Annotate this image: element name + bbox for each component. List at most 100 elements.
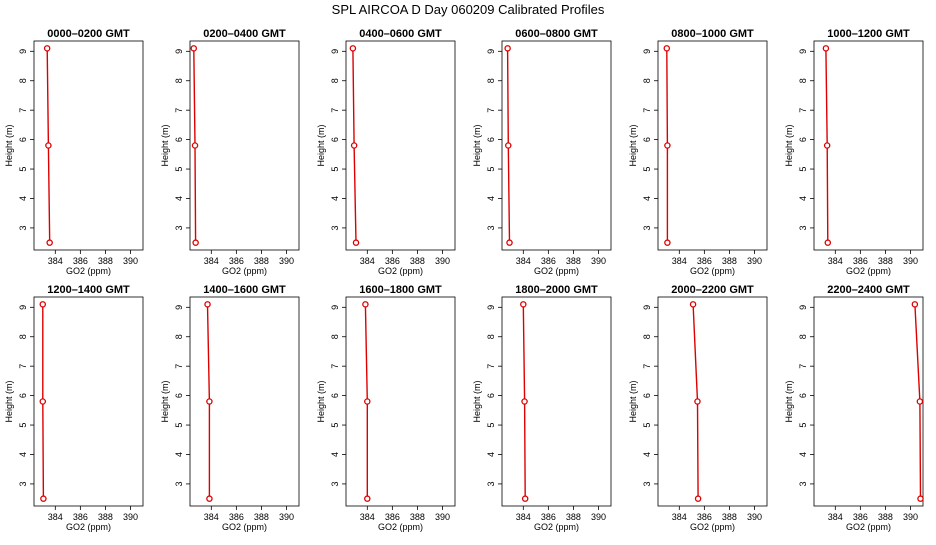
y-tick-label: 6 [18,393,28,398]
data-point [39,398,47,405]
y-tick-label: 8 [330,78,340,83]
x-tick-label: 384 [828,512,843,522]
y-tick-label: 3 [642,225,652,230]
x-axis-label: GO2 (ppm) [846,266,891,276]
y-tick-label: 6 [486,393,496,398]
x-tick-label: 390 [435,256,450,266]
x-tick-label: 384 [672,256,687,266]
x-tick-label: 384 [204,256,219,266]
plot-frame [657,40,768,251]
y-tick-label: 4 [798,452,808,457]
y-tick-label: 3 [798,225,808,230]
profile-panel: 0800–1000 GMT 384 386 388 390 3 4 5 6 7 8 9 GO2 (ppm… [628,28,768,276]
x-tick-label: 388 [410,512,425,522]
data-point [349,45,357,52]
y-tick-label: 6 [486,137,496,142]
data-point [504,45,511,52]
y-tick-label: 5 [642,167,652,172]
y-tick-label: 8 [642,334,652,339]
x-tick-label: 390 [747,512,762,522]
data-point [39,301,47,308]
y-axis-label: Height (m) [316,124,326,166]
y-axis-label: Height (m) [4,124,14,166]
plot-frame [33,40,144,251]
y-tick-label: 7 [798,108,808,113]
x-tick-label: 384 [204,512,219,522]
y-axis-label: Height (m) [160,124,170,166]
data-point [364,398,371,405]
y-tick-label: 6 [174,137,184,142]
y-tick-label: 5 [18,167,28,172]
data-point [689,301,697,308]
y-tick-label: 4 [642,452,652,457]
x-tick-label: 386 [541,256,556,266]
profile-panel: 1000–1200 GMT 384 386 388 390 3 4 5 6 7 8 9 GO2 (ppm… [784,28,924,276]
y-axis-label: Height (m) [784,124,794,166]
profile-panel: 1200–1400 GMT 384 386 388 390 3 4 5 6 7 8 9 GO2 (ppm… [4,284,144,532]
panel-title: 1400–1600 GMT [203,284,286,296]
y-tick-label: 3 [174,481,184,486]
profile-panel: 0000–0200 GMT 384 386 388 390 3 4 5 6 7 8 9 GO2 (ppm… [4,28,144,276]
y-tick-label: 7 [642,108,652,113]
y-tick-label: 5 [642,423,652,428]
x-tick-label: 390 [123,256,138,266]
plot-frame [189,40,300,251]
x-tick-label: 386 [229,256,244,266]
y-tick-label: 4 [18,452,28,457]
plot-frame [501,40,612,251]
data-point [664,239,671,246]
x-tick-label: 388 [722,256,737,266]
data-point [204,301,211,308]
x-axis-label: GO2 (ppm) [378,522,423,532]
x-axis-label: GO2 (ppm) [222,266,267,276]
y-tick-label: 9 [642,49,652,54]
x-tick-label: 390 [591,512,606,522]
y-tick-label: 5 [174,423,184,428]
y-tick-label: 6 [642,137,652,142]
x-tick-label: 388 [98,512,113,522]
plot-frame [657,296,768,507]
data-point [663,45,671,52]
y-tick-label: 7 [642,364,652,369]
plot-frame [345,296,456,507]
x-tick-label: 390 [747,256,762,266]
data-point [40,495,47,502]
x-tick-label: 390 [279,512,294,522]
y-tick-label: 8 [798,334,808,339]
x-axis-label: GO2 (ppm) [222,522,267,532]
x-tick-label: 386 [73,512,88,522]
y-tick-label: 4 [486,196,496,201]
y-tick-label: 8 [18,334,28,339]
data-point [911,301,919,308]
plot-frame [33,296,144,507]
plot-frame [501,296,612,507]
x-tick-label: 386 [853,512,868,522]
y-tick-label: 9 [18,49,28,54]
x-tick-label: 384 [360,512,375,522]
x-tick-label: 386 [385,512,400,522]
y-tick-label: 7 [330,108,340,113]
y-tick-label: 7 [486,364,496,369]
x-tick-label: 388 [878,256,893,266]
x-tick-label: 384 [672,512,687,522]
data-point [46,239,53,246]
y-tick-label: 7 [486,108,496,113]
profile-panel: 0200–0400 GMT 384 386 388 390 3 4 5 6 7 8 9 GO2 (ppm… [160,28,300,276]
y-axis-label: Height (m) [160,380,170,422]
x-axis-label: GO2 (ppm) [534,266,579,276]
y-axis-label: Height (m) [472,124,482,166]
data-point [364,495,371,502]
y-tick-label: 9 [486,49,496,54]
y-tick-label: 5 [486,423,496,428]
y-tick-label: 7 [18,108,28,113]
data-point [206,398,213,405]
y-axis-label: Height (m) [784,380,794,422]
panel-title: 2000–2200 GMT [671,284,754,296]
profile-panel: 1400–1600 GMT 384 386 388 390 3 4 5 6 7 8 9 GO2 (ppm… [160,284,300,532]
y-tick-label: 7 [174,364,184,369]
panel-title: 1200–1400 GMT [47,284,130,296]
y-tick-label: 9 [486,305,496,310]
profile-panel: 2000–2200 GMT 384 386 388 390 3 4 5 6 7 8 9 GO2 (ppm… [628,284,768,532]
